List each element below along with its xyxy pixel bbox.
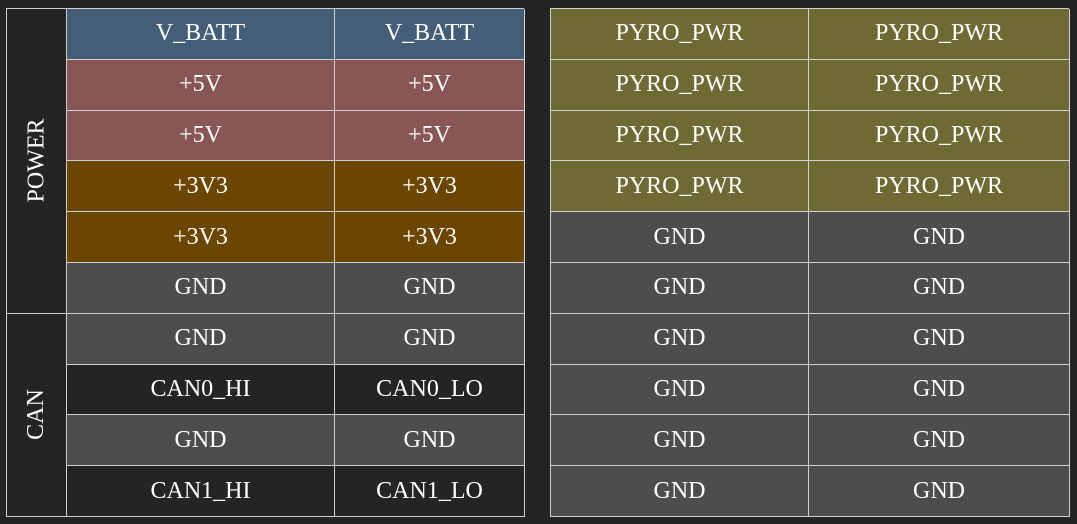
pin-cell: GND [551,364,809,416]
group-label-can: CAN [7,313,67,517]
pin-cell: PYRO_PWR [551,110,809,162]
pin-cell: GND [551,262,809,314]
right-connector-pinout: PYRO_PWR PYRO_PWR PYRO_PWR PYRO_PWR PYRO_PWR… [550,8,1070,517]
pin-cell: PYRO_PWR [551,59,809,111]
pin-cell: PYRO_PWR [809,9,1070,60]
pin-cell: +3V3 [67,161,335,213]
left-connector-pinout: POWER CAN V_BATT V_BATT +5V +5V +5V +5V +3V3 +3V3… [6,8,525,517]
pin-cell: +5V [67,110,335,162]
pin-cell: +3V3 [335,212,525,263]
pin-cell: +5V [335,59,525,111]
pin-cell: GND [67,262,335,314]
pin-cell: CAN1_HI [67,466,335,517]
pin-cell: GND [335,313,525,365]
pin-cell: +3V3 [335,161,525,213]
pin-cell: PYRO_PWR [809,161,1070,213]
pin-cell: PYRO_PWR [551,9,809,60]
pin-cell: +5V [67,59,335,111]
pin-cell: GND [551,415,809,467]
pin-cell: PYRO_PWR [551,161,809,213]
pin-cell: CAN0_LO [335,364,525,416]
pin-cell: GND [67,313,335,365]
pin-cell: GND [809,466,1070,517]
pin-cell: V_BATT [335,9,525,60]
pin-cell: GND [809,415,1070,467]
group-label-text: POWER [23,118,49,203]
pin-cell: GND [335,262,525,314]
pin-cell: PYRO_PWR [809,59,1070,111]
pin-cell: +5V [335,110,525,162]
pin-cell: GND [809,262,1070,314]
group-label-power: POWER [7,9,67,314]
pin-cell: CAN1_LO [335,466,525,517]
pin-cell: GND [551,212,809,263]
pin-cell: +3V3 [67,212,335,263]
group-label-text: CAN [22,389,49,441]
pin-cell: GND [551,313,809,365]
pin-cell: GND [67,415,335,467]
pin-cell: GND [809,364,1070,416]
pin-cell: GND [551,466,809,517]
pin-cell: GND [809,212,1070,263]
pin-cell: GND [335,415,525,467]
pin-cell: CAN0_HI [67,364,335,416]
pin-cell: GND [809,313,1070,365]
pin-cell: V_BATT [67,9,335,60]
pin-cell: PYRO_PWR [809,110,1070,162]
